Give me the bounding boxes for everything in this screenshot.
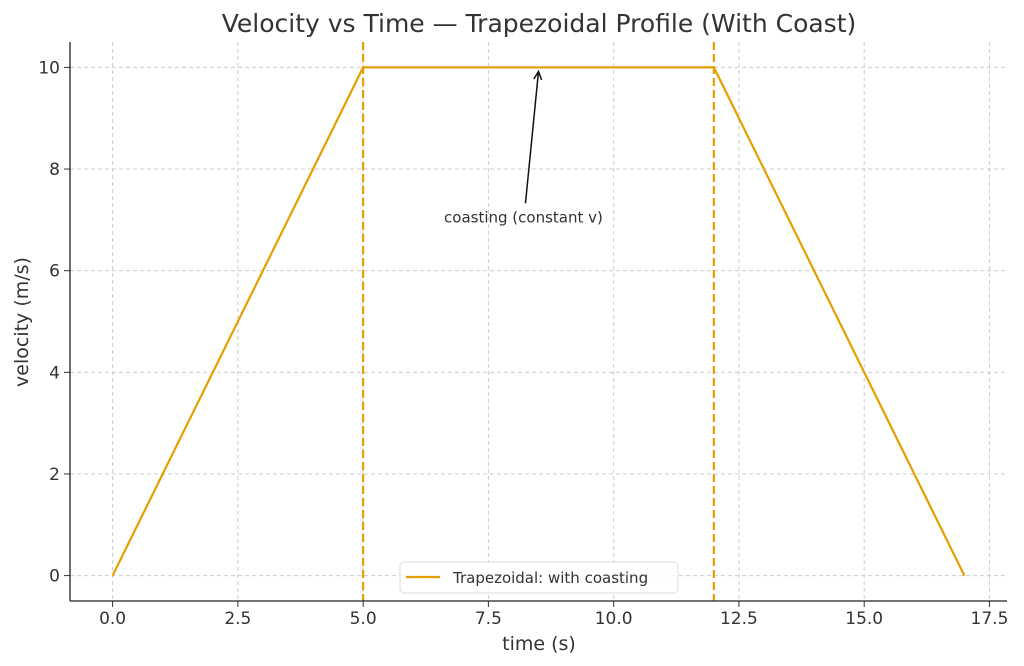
x-tick-label: 7.5 [475, 609, 502, 629]
y-tick-label: 8 [49, 160, 60, 180]
x-tick-label: 15.0 [845, 609, 883, 629]
annotation-arrow [524, 71, 540, 204]
x-axis-label: time (s) [502, 633, 576, 655]
x-tick-label: 2.5 [224, 609, 251, 629]
annotation-text: coasting (constant v) [444, 208, 603, 226]
y-tick-label: 10 [38, 58, 60, 78]
y-tick-label: 0 [49, 567, 60, 587]
y-axis-label: velocity (m/s) [11, 257, 33, 387]
x-tick-label: 5.0 [350, 609, 377, 629]
y-tick-label: 6 [49, 262, 60, 282]
series-line [111, 66, 966, 577]
x-tick-label: 0.0 [99, 609, 126, 629]
x-tick-label: 17.5 [971, 609, 1009, 629]
y-tick-label: 2 [49, 465, 60, 485]
legend-box [399, 561, 679, 594]
x-tick-label: 10.0 [595, 609, 633, 629]
chart-title: Velocity vs Time — Trapezoidal Profile (… [222, 9, 857, 38]
y-tick-label: 4 [49, 363, 60, 383]
legend-label: Trapezoidal: with coasting [452, 569, 648, 587]
x-tick-label: 12.5 [720, 609, 758, 629]
annotation-arrowhead [533, 69, 543, 81]
